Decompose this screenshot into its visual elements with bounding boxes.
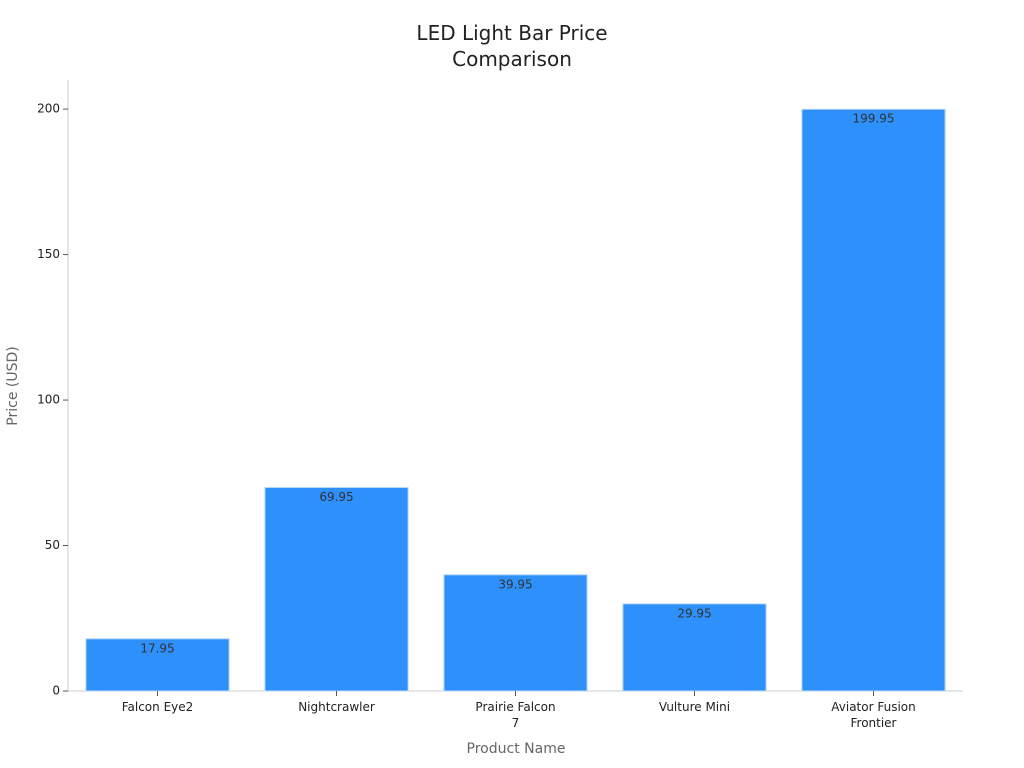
y-tick-label: 50 (45, 538, 60, 552)
value-label: 39.95 (498, 577, 532, 591)
y-tick-label: 200 (37, 102, 60, 116)
y-tick-label: 100 (37, 393, 60, 407)
y-tick-label: 150 (37, 247, 60, 261)
bar (622, 603, 767, 692)
bar (264, 486, 409, 692)
value-label: 199.95 (853, 112, 895, 126)
x-tick-label: Vulture Mini (658, 700, 731, 714)
x-tick-label: Falcon Eye2 (121, 700, 194, 714)
value-label: 29.95 (677, 606, 711, 620)
chart-title: LED Light Bar Price Comparison (416, 21, 608, 71)
x-axis-label: Product Name (466, 741, 566, 757)
value-label: 69.95 (319, 490, 353, 504)
x-tick-label: Nightcrawler (298, 700, 375, 714)
bar (443, 574, 588, 692)
bar (801, 108, 946, 692)
y-tick-label: 0 (52, 684, 60, 698)
value-label: 17.95 (140, 641, 174, 655)
y-axis-label: Price (USD) (5, 346, 21, 425)
x-tick-label: Prairie Falcon 7 (475, 700, 556, 730)
x-tick-label: Aviator Fusion Frontier (831, 700, 916, 730)
